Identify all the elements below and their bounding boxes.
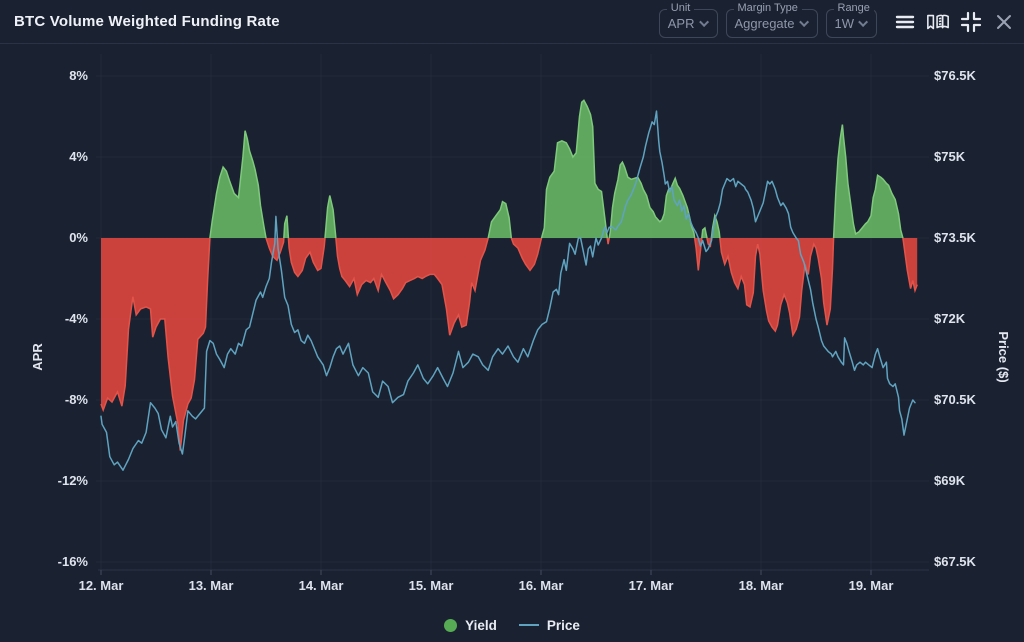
legend-item-yield[interactable]: Yield	[444, 618, 497, 633]
range-dropdown-value: 1W	[834, 16, 855, 31]
x-axis-tick: 13. Mar	[188, 578, 234, 593]
y-axis-tick-left: -16%	[57, 554, 88, 569]
chevron-down-icon	[798, 17, 809, 28]
chart-plot[interactable]	[0, 44, 1024, 642]
y-axis-tick-right: $70.5K	[934, 392, 976, 407]
x-axis-tick: 14. Mar	[298, 578, 344, 593]
yield-dot-icon	[444, 618, 458, 632]
y-axis-tick-right: $69K	[934, 473, 966, 488]
page-title: BTC Volume Weighted Funding Rate	[14, 13, 280, 30]
close-icon[interactable]	[992, 10, 1016, 34]
margin-type-dropdown-value: Aggregate	[734, 16, 795, 31]
margin-type-dropdown-label: Margin Type	[733, 2, 802, 14]
y-axis-tick-left: 0%	[69, 230, 88, 245]
y-axis-tick-left: -4%	[64, 311, 88, 326]
y-axis-tick-right: $67.5K	[934, 554, 976, 569]
y-axis-tick-right: $73.5K	[934, 230, 976, 245]
collapse-icon[interactable]	[959, 10, 983, 34]
book-icon[interactable]	[926, 10, 950, 34]
y-axis-tick-right: $76.5K	[934, 68, 976, 83]
y-axis-tick-left: 8%	[69, 68, 88, 83]
legend-item-price[interactable]: Price	[518, 617, 580, 633]
panel-header: BTC Volume Weighted Funding Rate Unit AP…	[0, 0, 1024, 44]
price-line-icon	[518, 624, 539, 626]
legend-yield-label: Yield	[465, 617, 497, 633]
unit-dropdown-value: APR	[667, 16, 695, 31]
left-axis-title: APR	[30, 343, 46, 371]
x-axis-tick: 18. Mar	[738, 578, 784, 593]
y-axis-tick-right: $75K	[934, 149, 966, 164]
y-axis-tick-left: 4%	[69, 149, 88, 164]
header-iconbar	[893, 10, 1016, 34]
x-axis-tick: 12. Mar	[78, 578, 124, 593]
chart-area: APR Price ($) 8% 4% 0% -4% -8% -12% -16% $76.5…	[0, 44, 1024, 642]
x-axis-tick: 16. Mar	[518, 578, 564, 593]
range-dropdown-label: Range	[833, 2, 874, 14]
y-axis-tick-right: $72K	[934, 311, 966, 326]
chevron-down-icon	[858, 17, 869, 28]
menu-icon[interactable]	[893, 10, 917, 34]
right-axis-title: Price ($)	[996, 331, 1012, 383]
margin-type-dropdown[interactable]: Margin Type Aggregate	[725, 2, 818, 38]
x-axis-tick: 17. Mar	[628, 578, 674, 593]
y-axis-tick-left: -12%	[57, 473, 88, 488]
chart-legend: Yield Price	[0, 612, 1024, 638]
legend-price-label: Price	[546, 617, 580, 633]
unit-dropdown-label: Unit	[666, 2, 695, 14]
x-axis-tick: 15. Mar	[408, 578, 454, 593]
chevron-down-icon	[698, 17, 709, 28]
x-axis-tick: 19. Mar	[848, 578, 894, 593]
y-axis-tick-left: -8%	[64, 392, 88, 407]
header-controls: Unit APR Margin Type Aggregate Range 1W	[658, 2, 1016, 38]
unit-dropdown[interactable]: Unit APR	[658, 2, 718, 38]
range-dropdown[interactable]: Range 1W	[825, 2, 877, 38]
